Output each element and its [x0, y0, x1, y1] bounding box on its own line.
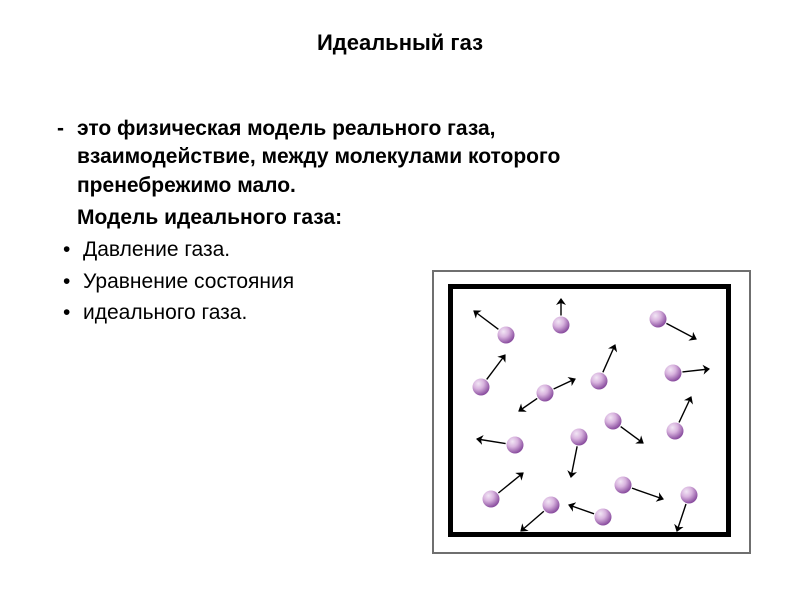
velocity-arrow	[569, 505, 594, 514]
gas-particle	[650, 311, 667, 328]
velocity-arrow	[679, 397, 691, 422]
gas-particle	[498, 327, 515, 344]
gas-particle	[665, 365, 682, 382]
gas-particle	[473, 379, 490, 396]
gas-particle	[537, 385, 554, 402]
velocity-arrow	[603, 345, 615, 372]
particles-group	[473, 311, 698, 526]
slide: Идеальный газ это физическая модель реал…	[0, 0, 800, 600]
definition-text-2: взаимодействие, между молекулами которог…	[77, 145, 560, 168]
velocity-arrow	[621, 427, 643, 443]
velocity-arrow	[632, 488, 663, 499]
velocity-arrow	[666, 323, 696, 339]
gas-particle	[595, 509, 612, 526]
definition-line-1: это физическая модель реального газа, вз…	[55, 115, 755, 200]
gas-particle	[681, 487, 698, 504]
gas-particle	[591, 373, 608, 390]
velocity-arrow	[521, 511, 544, 531]
velocity-arrow	[519, 398, 537, 411]
gas-particle	[483, 491, 500, 508]
velocity-arrow	[474, 311, 498, 329]
gas-particle	[507, 437, 524, 454]
velocity-arrow	[498, 473, 523, 493]
velocity-arrow	[477, 439, 506, 444]
slide-title: Идеальный газ	[0, 30, 800, 56]
velocity-arrow	[682, 369, 709, 372]
gas-particle	[667, 423, 684, 440]
gas-particle	[543, 497, 560, 514]
diagram-inner-frame	[448, 284, 731, 537]
subheading: Модель идеального газа:	[55, 204, 755, 232]
gas-particle	[571, 429, 588, 446]
velocity-arrow	[677, 504, 686, 531]
gas-particle	[553, 317, 570, 334]
velocity-arrow	[554, 379, 575, 389]
velocity-arrow	[487, 355, 505, 379]
gas-particles-diagram	[453, 289, 726, 532]
bullet-item-1: Давление газа.	[55, 234, 755, 266]
definition-text-1: это физическая модель реального газа,	[77, 117, 496, 140]
definition-text-3: пренебрежимо мало.	[77, 174, 296, 197]
gas-particle	[615, 477, 632, 494]
gas-particle	[605, 413, 622, 430]
velocity-arrow	[571, 446, 577, 477]
